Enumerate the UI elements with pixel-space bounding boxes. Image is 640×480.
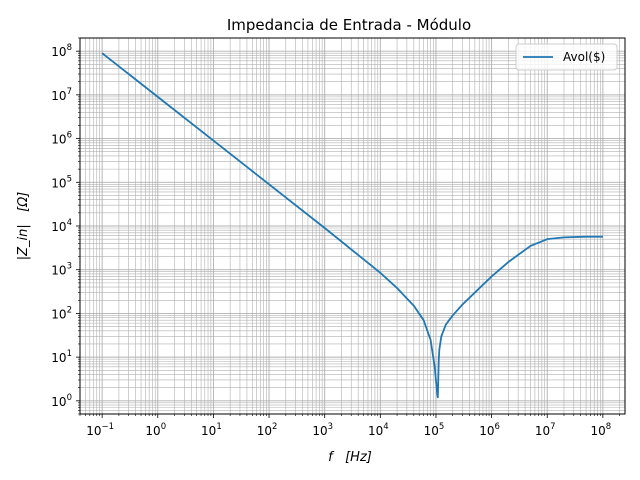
x-axis-label: f [Hz] xyxy=(328,450,372,465)
x-tick-label: 101 xyxy=(201,422,222,438)
chart-title: Impedancia de Entrada - Módulo xyxy=(227,16,471,34)
y-tick-label: 100 xyxy=(51,393,72,409)
y-tick-label: 108 xyxy=(51,43,72,59)
y-tick-label-base: 10 xyxy=(51,395,66,409)
x-tick-label-exponent: 0 xyxy=(161,422,166,432)
y-tick-label-exponent: 4 xyxy=(67,218,72,228)
x-tick-label-exponent: 1 xyxy=(216,422,221,432)
y-tick-label-base: 10 xyxy=(51,45,66,59)
x-tick-label-exponent: 2 xyxy=(272,422,277,432)
x-tick-label-exponent: −1 xyxy=(102,422,115,432)
y-tick-label-exponent: 2 xyxy=(67,305,72,315)
x-tick-label-base: 10 xyxy=(535,424,550,438)
x-tick-label-exponent: 4 xyxy=(383,422,388,432)
y-axis-label: |Z_in| [Ω] xyxy=(16,192,31,261)
x-axis: 10−1 100 101 102 103 104 105 106 107 108 xyxy=(79,414,620,438)
x-tick-label: 100 xyxy=(145,422,166,438)
y-tick-label: 104 xyxy=(51,218,72,234)
x-tick-label-base: 10 xyxy=(201,424,216,438)
x-tick-label: 102 xyxy=(257,422,278,438)
x-tick-label: 106 xyxy=(479,422,500,438)
y-tick-label-base: 10 xyxy=(51,89,66,103)
x-tick-label: 105 xyxy=(424,422,445,438)
y-tick-label-base: 10 xyxy=(51,264,66,278)
y-tick-label: 101 xyxy=(51,349,72,365)
y-tick-label-base: 10 xyxy=(51,220,66,234)
y-tick-label-exponent: 6 xyxy=(67,131,72,141)
x-tick-label: 103 xyxy=(312,422,333,438)
x-tick-label-base: 10 xyxy=(591,424,606,438)
y-tick-label: 102 xyxy=(51,305,72,321)
y-tick-label-base: 10 xyxy=(51,351,66,365)
x-tick-label: 108 xyxy=(591,422,612,438)
y-tick-label-exponent: 7 xyxy=(67,87,72,97)
series-line-avol xyxy=(101,52,603,399)
y-tick-label: 105 xyxy=(51,174,72,190)
x-tick-label-exponent: 5 xyxy=(439,422,444,432)
x-tick-label-base: 10 xyxy=(312,424,327,438)
x-tick-label-base: 10 xyxy=(86,424,101,438)
series-layer xyxy=(101,52,603,399)
x-tick-label-base: 10 xyxy=(145,424,160,438)
y-tick-label-exponent: 8 xyxy=(67,43,72,53)
legend-label: Avol($) xyxy=(563,50,605,64)
x-tick-label: 10−1 xyxy=(86,422,114,438)
y-tick-label: 107 xyxy=(51,87,72,103)
y-tick-label-base: 10 xyxy=(51,176,66,190)
y-tick-label-base: 10 xyxy=(51,307,66,321)
x-tick-label: 104 xyxy=(368,422,389,438)
y-tick-label: 106 xyxy=(51,131,72,147)
legend-box xyxy=(515,43,618,71)
y-tick-label: 103 xyxy=(51,262,72,278)
y-tick-label-exponent: 0 xyxy=(67,393,72,403)
x-tick-label-exponent: 8 xyxy=(606,422,611,432)
y-tick-label-exponent: 5 xyxy=(67,174,72,184)
x-tick-label-exponent: 7 xyxy=(550,422,555,432)
x-tick-label: 107 xyxy=(535,422,556,438)
x-tick-label-base: 10 xyxy=(257,424,272,438)
y-tick-label-exponent: 3 xyxy=(67,262,72,272)
x-tick-label-exponent: 6 xyxy=(495,422,500,432)
legend: Avol($) xyxy=(515,43,618,71)
y-tick-label-base: 10 xyxy=(51,133,66,147)
y-tick-label-exponent: 1 xyxy=(67,349,72,359)
x-tick-label-exponent: 3 xyxy=(328,422,333,432)
x-tick-label-base: 10 xyxy=(424,424,439,438)
x-tick-label-base: 10 xyxy=(479,424,494,438)
x-tick-label-base: 10 xyxy=(368,424,383,438)
